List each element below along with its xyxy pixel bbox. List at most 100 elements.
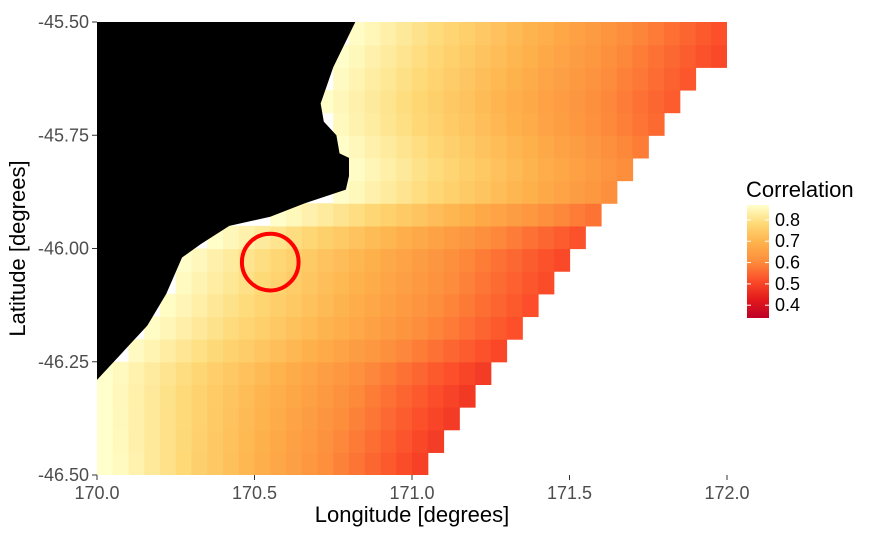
heatmap-cell	[412, 157, 429, 182]
heatmap-cell	[160, 316, 177, 340]
heatmap-cell	[648, 67, 665, 91]
heatmap-cell	[364, 135, 382, 159]
heatmap-cell	[616, 22, 634, 46]
heatmap-cell	[270, 293, 287, 318]
y-axis-title: Latitude [degrees]	[5, 160, 30, 336]
heatmap-cell	[270, 248, 287, 272]
heatmap-cell	[490, 157, 508, 182]
heatmap-cell	[364, 157, 382, 182]
heatmap-cell	[254, 429, 271, 453]
heatmap-cell	[349, 203, 366, 227]
heatmap-cell	[317, 316, 334, 340]
heatmap-cell	[380, 452, 397, 475]
heatmap-cell	[286, 339, 303, 363]
heatmap-cell	[695, 22, 712, 46]
heatmap-cell	[412, 384, 429, 408]
heatmap-cell	[711, 44, 727, 68]
heatmap-cell	[412, 135, 429, 159]
heatmap-cell	[601, 22, 618, 46]
heatmap-cell	[380, 429, 397, 453]
heatmap-cell	[349, 135, 366, 159]
heatmap-cell	[207, 271, 224, 295]
heatmap-cell	[223, 429, 240, 453]
heatmap-cell	[364, 248, 382, 272]
heatmap-cell	[349, 157, 366, 182]
heatmap-cell	[380, 407, 397, 431]
heatmap-cell	[490, 89, 508, 114]
heatmap-cell	[286, 361, 303, 385]
heatmap-cell	[538, 22, 555, 46]
heatmap-cell	[427, 89, 445, 114]
heatmap-cell	[97, 384, 114, 408]
heatmap-cell	[585, 67, 602, 91]
heatmap-cell	[380, 203, 397, 227]
heatmap-cell	[286, 452, 303, 475]
heatmap-cell	[380, 44, 397, 68]
heatmap-cell	[506, 293, 523, 318]
heatmap-cell	[475, 293, 492, 318]
heatmap-cell	[128, 407, 145, 431]
heatmap-cell	[475, 203, 492, 227]
heatmap-cell	[443, 44, 460, 68]
heatmap-cell	[254, 225, 271, 250]
heatmap-cell	[333, 293, 350, 318]
heatmap-cell	[569, 180, 586, 204]
heatmap-cell	[364, 112, 382, 136]
heatmap-cell	[238, 293, 256, 318]
heatmap-cell	[490, 135, 508, 159]
heatmap-cell	[380, 248, 397, 272]
heatmap-cell	[191, 248, 208, 272]
heatmap-cell	[396, 67, 413, 91]
legend-colorbar	[747, 205, 769, 318]
heatmap-cell	[522, 157, 539, 182]
heatmap-cell	[585, 44, 602, 68]
heatmap-cell	[160, 429, 177, 453]
y-tick-label: -46.00	[38, 239, 89, 259]
legend-tick-label: 0.5	[775, 274, 800, 294]
heatmap-cell	[364, 89, 382, 114]
heatmap-cell	[333, 452, 350, 475]
heatmap-cell	[490, 112, 508, 136]
heatmap-cell	[144, 339, 161, 363]
heatmap-cell	[443, 135, 460, 159]
heatmap-cell	[506, 112, 523, 136]
heatmap-cell	[679, 44, 697, 68]
heatmap-cell	[286, 316, 303, 340]
heatmap-cell	[443, 203, 460, 227]
legend-tick-label: 0.7	[775, 231, 800, 251]
heatmap-cell	[191, 339, 208, 363]
heatmap-cell	[585, 112, 602, 136]
heatmap-cell	[317, 407, 334, 431]
heatmap-cell	[349, 67, 366, 91]
heatmap-cell	[254, 384, 271, 408]
heatmap-cell	[223, 452, 240, 475]
heatmap-cell	[427, 339, 445, 363]
x-tick-label: 170.0	[74, 483, 119, 503]
heatmap-cell	[112, 407, 130, 431]
heatmap-cell	[270, 407, 287, 431]
heatmap-cell	[412, 44, 429, 68]
heatmap-cell	[427, 44, 445, 68]
x-tick-label: 172.0	[704, 483, 749, 503]
heatmap-cell	[475, 180, 492, 204]
heatmap-cell	[601, 112, 618, 136]
heatmap-cell	[349, 316, 366, 340]
heatmap-cell	[380, 89, 397, 114]
heatmap-cell	[349, 22, 366, 46]
heatmap-cell	[585, 89, 602, 114]
heatmap-cell	[522, 203, 539, 227]
heatmap-cell	[191, 384, 208, 408]
heatmap-cell	[427, 157, 445, 182]
heatmap-cell	[364, 44, 382, 68]
heatmap-cell	[412, 293, 429, 318]
heatmap-cell	[648, 112, 665, 136]
heatmap-cell	[412, 225, 429, 250]
heatmap-cell	[238, 407, 256, 431]
heatmap-cell	[506, 22, 523, 46]
heatmap-cell	[459, 225, 476, 250]
heatmap-cell	[286, 429, 303, 453]
y-tick-label: -45.75	[38, 125, 89, 145]
heatmap-cell	[553, 135, 571, 159]
heatmap-cell	[443, 22, 460, 46]
heatmap-cell	[396, 429, 413, 453]
